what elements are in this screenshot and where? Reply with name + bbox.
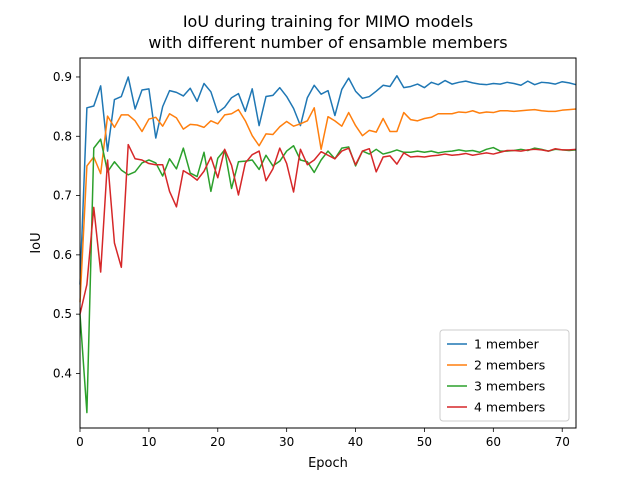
y-axis-label: IoU bbox=[29, 232, 44, 253]
x-tick-label: 70 bbox=[555, 435, 570, 449]
series-line-3 bbox=[79, 138, 577, 414]
x-tick-label: 0 bbox=[76, 435, 84, 449]
x-tick-label: 40 bbox=[348, 435, 363, 449]
y-tick-label: 0.9 bbox=[53, 70, 72, 84]
legend-label-3: 3 members bbox=[474, 379, 545, 394]
plot-frame bbox=[79, 57, 577, 429]
y-tick-label: 0.4 bbox=[53, 366, 72, 380]
x-tick-label: 20 bbox=[210, 435, 225, 449]
series-line-1 bbox=[79, 75, 577, 285]
chart-title-line-2: with different number of ensamble member… bbox=[148, 33, 507, 52]
y-axis: 0.4 0.5 0.6 0.7 0.8 0.9 bbox=[53, 70, 80, 380]
y-tick-label: 0.6 bbox=[53, 248, 72, 262]
x-axis: 0 10 20 30 40 50 60 70 bbox=[76, 428, 570, 449]
x-axis-label: Epoch bbox=[308, 456, 348, 471]
chart-title-line-1: IoU during training for MIMO models bbox=[183, 12, 473, 31]
x-tick-label: 60 bbox=[486, 435, 501, 449]
x-tick-label: 30 bbox=[279, 435, 294, 449]
x-tick-label: 50 bbox=[417, 435, 432, 449]
series-line-4 bbox=[79, 143, 577, 315]
y-tick-label: 0.5 bbox=[53, 307, 72, 321]
legend-label-4: 4 members bbox=[474, 400, 545, 415]
legend-label-1: 1 member bbox=[474, 337, 540, 352]
y-tick-label: 0.8 bbox=[53, 129, 72, 143]
plot-lines bbox=[79, 75, 577, 414]
legend: 1 member 2 members 3 members 4 members bbox=[439, 329, 570, 422]
x-tick-label: 10 bbox=[141, 435, 156, 449]
y-tick-label: 0.7 bbox=[53, 189, 72, 203]
legend-label-2: 2 members bbox=[474, 358, 545, 373]
series-line-2 bbox=[79, 107, 577, 303]
legend-box bbox=[439, 329, 570, 422]
